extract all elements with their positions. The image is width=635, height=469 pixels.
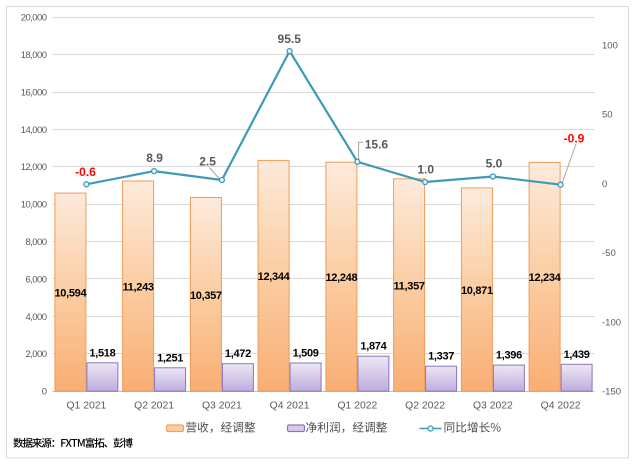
svg-text:1,251: 1,251	[157, 352, 183, 364]
svg-text:-50: -50	[602, 248, 616, 259]
svg-text:0: 0	[42, 387, 47, 398]
svg-text:2,000: 2,000	[25, 349, 46, 360]
svg-text:10,871: 10,871	[461, 285, 493, 297]
svg-text:Q1 2021: Q1 2021	[66, 401, 106, 412]
svg-text:-0.9: -0.9	[564, 132, 585, 146]
svg-text:-0.6: -0.6	[75, 165, 96, 179]
svg-text:15.6: 15.6	[365, 138, 389, 152]
svg-text:1,472: 1,472	[225, 348, 251, 360]
svg-text:11,357: 11,357	[393, 280, 424, 292]
svg-text:12,000: 12,000	[21, 162, 47, 173]
svg-text:8.9: 8.9	[146, 151, 163, 165]
svg-text:20,000: 20,000	[21, 13, 47, 24]
svg-text:1,439: 1,439	[564, 349, 590, 361]
svg-text:Q2 2021: Q2 2021	[134, 401, 174, 412]
svg-text:18,000: 18,000	[21, 50, 47, 61]
svg-text:-100: -100	[602, 317, 621, 328]
svg-text:10,594: 10,594	[54, 288, 87, 300]
svg-text:2.5: 2.5	[199, 155, 216, 169]
svg-text:1.0: 1.0	[417, 162, 434, 176]
svg-text:100: 100	[602, 40, 618, 51]
svg-text:-150: -150	[602, 387, 621, 398]
svg-text:50: 50	[602, 110, 613, 121]
svg-text:5.0: 5.0	[486, 157, 503, 171]
svg-text:10,000: 10,000	[21, 200, 47, 211]
svg-text:8,000: 8,000	[25, 237, 46, 248]
svg-text:12,344: 12,344	[258, 271, 291, 283]
svg-text:Q2 2022: Q2 2022	[405, 401, 445, 412]
svg-text:Q4 2022: Q4 2022	[541, 401, 581, 412]
svg-text:1,518: 1,518	[89, 347, 115, 359]
svg-text:14,000: 14,000	[21, 125, 47, 136]
svg-text:10,357: 10,357	[190, 290, 222, 302]
svg-text:Q1 2022: Q1 2022	[337, 401, 377, 412]
svg-text:95.5: 95.5	[278, 32, 302, 46]
svg-text:1,874: 1,874	[360, 341, 387, 353]
svg-text:1,337: 1,337	[428, 351, 454, 363]
svg-text:6,000: 6,000	[25, 274, 46, 285]
svg-text:12,234: 12,234	[529, 272, 562, 284]
svg-text:0: 0	[602, 179, 607, 190]
svg-text:1,396: 1,396	[496, 350, 522, 362]
svg-text:4,000: 4,000	[25, 312, 46, 323]
svg-text:12,248: 12,248	[325, 272, 357, 284]
svg-text:Q4 2021: Q4 2021	[270, 401, 310, 412]
svg-text:Q3 2022: Q3 2022	[473, 401, 513, 412]
svg-text:11,243: 11,243	[122, 282, 153, 294]
svg-text:16,000: 16,000	[21, 87, 47, 98]
svg-text:Q3 2021: Q3 2021	[202, 401, 242, 412]
svg-text:1,509: 1,509	[293, 348, 319, 360]
